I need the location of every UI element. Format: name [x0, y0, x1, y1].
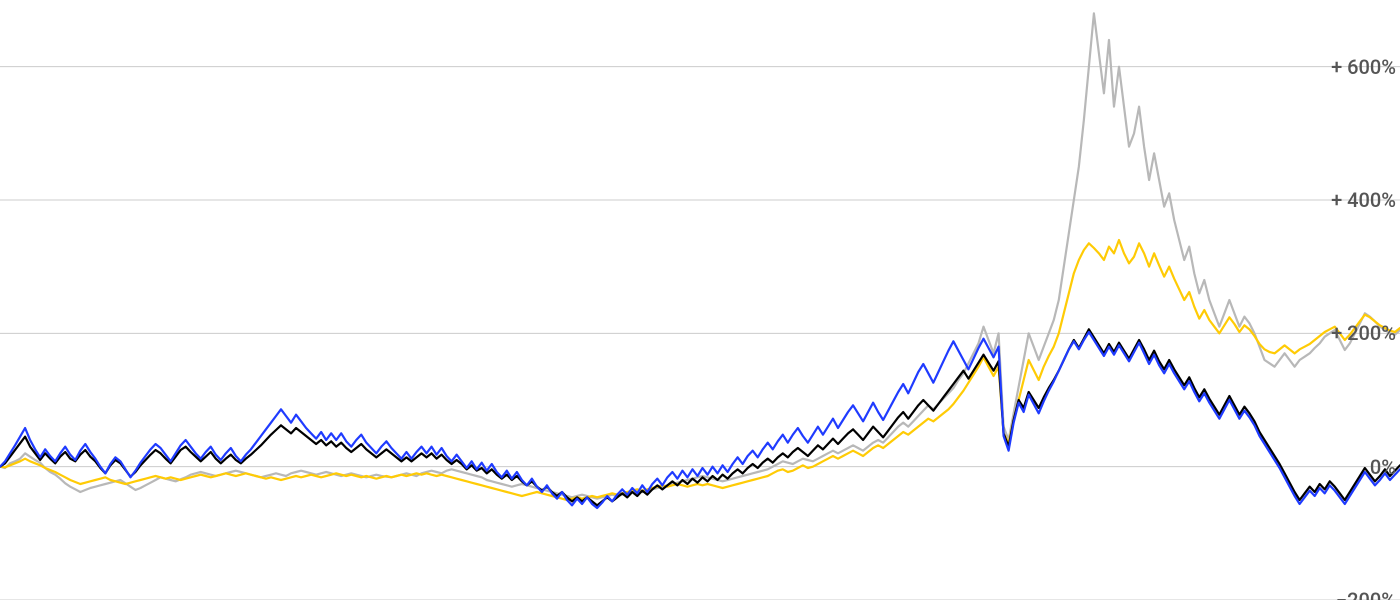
- performance-line-chart: + 600%+ 400%+ 200%0%−200%: [0, 0, 1400, 600]
- series-yellow: [0, 240, 1400, 500]
- series-lines: [0, 13, 1400, 508]
- series-gray: [0, 13, 1400, 498]
- grid-lines: [0, 67, 1400, 600]
- series-black: [0, 329, 1400, 505]
- chart-canvas: [0, 0, 1400, 600]
